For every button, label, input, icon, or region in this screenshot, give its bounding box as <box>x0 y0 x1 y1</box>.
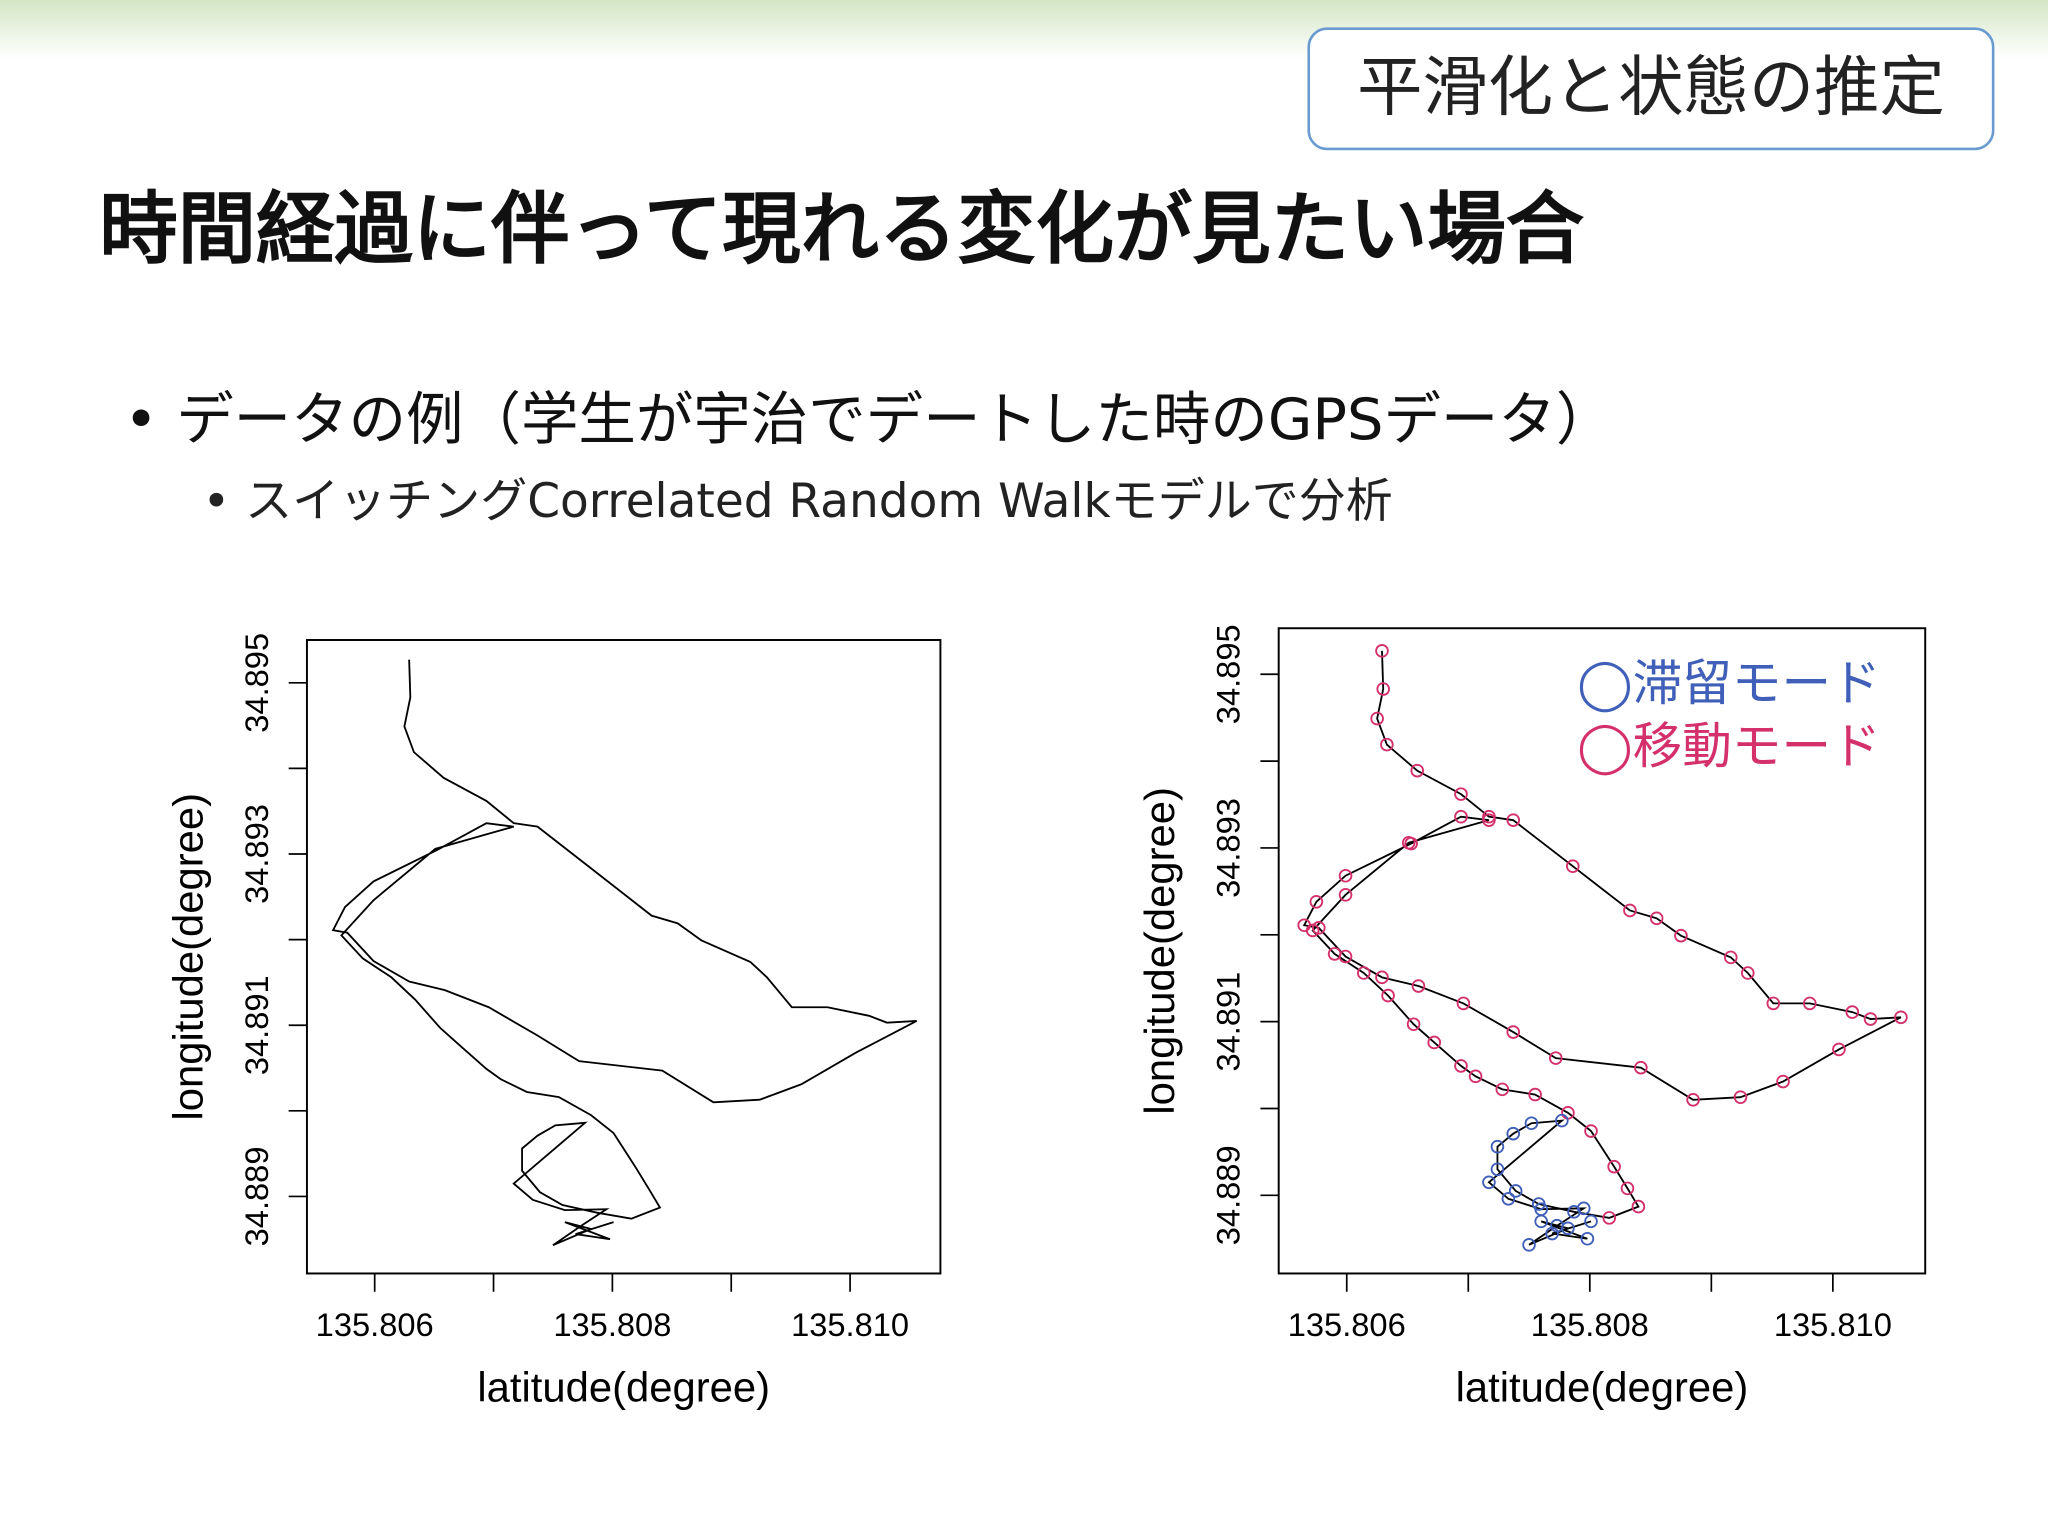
point <box>1338 868 1353 883</box>
point <box>1561 1221 1575 1236</box>
point <box>1506 1126 1521 1141</box>
point <box>1482 1175 1496 1190</box>
point <box>1309 895 1324 909</box>
point <box>1454 809 1468 824</box>
point <box>1733 1090 1748 1104</box>
trajectory-line <box>331 659 918 1247</box>
point <box>1522 1238 1536 1252</box>
x-tick-label: 135.806 <box>316 1306 434 1343</box>
legend-entry: ◯移動モード <box>1577 717 1881 776</box>
point <box>1686 1092 1700 1107</box>
point <box>1454 1059 1468 1073</box>
point <box>1401 835 1416 850</box>
point <box>1674 928 1688 943</box>
x-tick-label: 135.808 <box>553 1306 671 1343</box>
point <box>1305 923 1320 938</box>
point <box>1802 996 1817 1011</box>
point <box>1312 921 1326 935</box>
point <box>1623 903 1637 918</box>
x-tick-label: 135.808 <box>1531 1306 1649 1343</box>
y-tick-label: 34.889 <box>238 1147 275 1247</box>
point <box>1631 1199 1646 1214</box>
point <box>1776 1074 1790 1089</box>
point <box>1528 1087 1542 1102</box>
point <box>1534 1214 1548 1229</box>
point <box>1506 813 1521 827</box>
point <box>1602 1211 1617 1225</box>
point <box>1410 763 1425 778</box>
point <box>1894 1010 1908 1025</box>
point <box>1634 1060 1648 1075</box>
point <box>1454 787 1468 801</box>
point <box>1741 966 1755 980</box>
point <box>1555 1113 1569 1128</box>
point <box>1506 1025 1521 1039</box>
point <box>1490 1139 1505 1154</box>
point <box>1584 1214 1598 1229</box>
point <box>1380 737 1394 752</box>
point <box>1580 1231 1595 1246</box>
plot-frame <box>1277 627 1927 1275</box>
y-tick-label: 34.891 <box>1210 972 1247 1072</box>
y-tick-label: 34.895 <box>1210 624 1247 724</box>
x-tick-label: 135.810 <box>1774 1306 1892 1343</box>
y-axis-label: longitude(degree) <box>1136 787 1183 1115</box>
point <box>1649 911 1664 926</box>
point <box>1620 1181 1635 1196</box>
plot-frame <box>305 639 942 1275</box>
badge-box <box>1307 27 1995 151</box>
point <box>1501 1191 1516 1206</box>
point <box>1607 1159 1621 1174</box>
point <box>1766 996 1781 1011</box>
point <box>1548 1051 1563 1065</box>
point <box>1495 1082 1510 1097</box>
badge: 平滑化と状態の推定 <box>1357 50 1945 126</box>
y-axis-label: longitude(degree) <box>164 793 211 1121</box>
point <box>1584 1124 1598 1138</box>
point <box>1545 1226 1559 1241</box>
title: 時間経過に伴って現れる変化が見たい場合 <box>99 184 1585 275</box>
point <box>1576 1201 1591 1216</box>
point <box>1327 947 1342 961</box>
point <box>1482 813 1496 827</box>
y-tick-label: 34.891 <box>238 975 275 1075</box>
x-tick-label: 135.806 <box>1288 1306 1406 1343</box>
y-tick-label: 34.893 <box>238 804 275 904</box>
bullet: • データの例（学生が宇治でデートした時のGPSデータ） <box>124 386 1613 453</box>
y-tick-label: 34.893 <box>1210 798 1247 898</box>
legend-entry: ◯滞留モード <box>1577 654 1881 713</box>
point <box>1490 1162 1505 1177</box>
point <box>1456 996 1471 1011</box>
y-tick-label: 34.895 <box>238 633 275 733</box>
trajectory-line <box>1302 650 1902 1246</box>
point <box>1375 970 1389 985</box>
x-axis-label: latitude(degree) <box>1456 1363 1749 1410</box>
point <box>1356 966 1371 980</box>
point <box>1427 1035 1442 1050</box>
point <box>1468 1069 1483 1084</box>
x-tick-label: 135.810 <box>791 1306 909 1343</box>
point <box>1381 988 1395 1003</box>
point <box>1863 1012 1878 1026</box>
point <box>1566 859 1580 873</box>
sub-bullet: • スイッチングCorrelated Random Walkモデルで分析 <box>202 474 1392 529</box>
point <box>1524 1116 1539 1131</box>
point <box>1375 644 1389 658</box>
point <box>1723 950 1738 965</box>
point <box>1508 1184 1523 1198</box>
y-tick-label: 34.889 <box>1210 1145 1247 1245</box>
point <box>1482 809 1496 824</box>
point <box>1338 888 1353 902</box>
point <box>1370 711 1384 726</box>
point <box>1376 682 1391 696</box>
point <box>1832 1042 1846 1057</box>
point <box>1406 1017 1421 1032</box>
point <box>1411 979 1426 993</box>
x-axis-label: latitude(degree) <box>477 1363 770 1410</box>
point <box>1845 1005 1860 1019</box>
